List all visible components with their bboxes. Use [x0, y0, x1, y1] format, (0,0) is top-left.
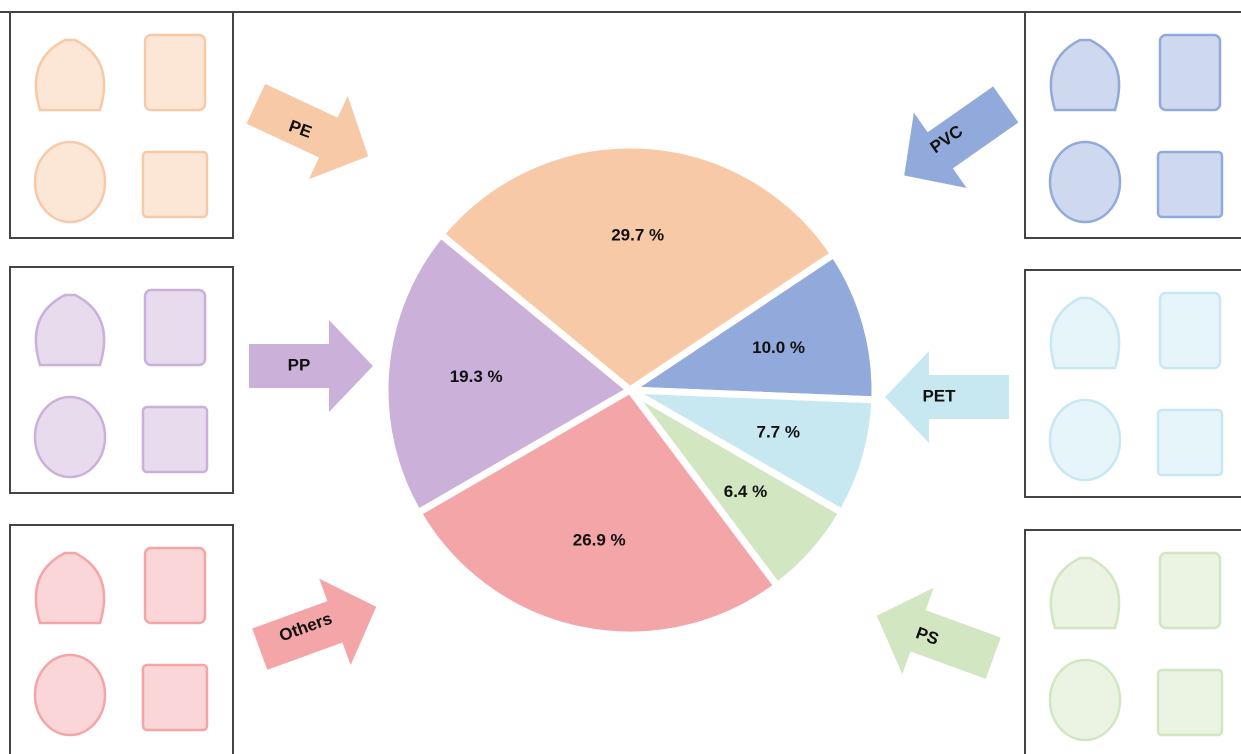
- icon-box: [9, 11, 234, 239]
- icons: [33, 288, 209, 479]
- icon: [141, 150, 209, 219]
- icon: [141, 405, 209, 474]
- slice-label: 10.0 %: [752, 338, 805, 357]
- icon-box: [9, 524, 234, 754]
- slice-label: 6.4 %: [724, 482, 767, 501]
- icon: [34, 551, 106, 625]
- icon: [1049, 296, 1121, 370]
- slice-label: 29.7 %: [611, 225, 664, 244]
- pie-slice: [381, 230, 634, 517]
- icon-box: [1024, 269, 1241, 498]
- pie-slice: [414, 386, 781, 639]
- arrow: [904, 86, 1019, 189]
- icons: [1048, 291, 1224, 482]
- icon: [1156, 408, 1224, 477]
- icons: [33, 33, 209, 224]
- icon: [1158, 551, 1222, 630]
- icons: [1048, 551, 1224, 742]
- pie-slice: [626, 386, 879, 517]
- arrow: [252, 578, 377, 670]
- slice-label: 7.7 %: [756, 422, 799, 441]
- icon: [143, 33, 207, 112]
- slice-label: 19.3 %: [450, 367, 503, 386]
- icon: [143, 546, 207, 625]
- icon: [1156, 150, 1224, 219]
- icon: [33, 395, 107, 479]
- icon: [1048, 658, 1122, 742]
- arrow-label: PP: [288, 355, 311, 374]
- icon: [1048, 398, 1122, 482]
- pie-slice: [626, 250, 879, 404]
- icon: [1049, 556, 1121, 630]
- icon: [143, 288, 207, 367]
- arrow: [249, 320, 373, 412]
- icon: [1158, 33, 1222, 112]
- arrow: [876, 587, 1001, 679]
- pie-slice: [437, 141, 838, 394]
- icons: [33, 546, 209, 737]
- icon-box: [1024, 529, 1241, 754]
- icon-box: [1024, 11, 1241, 239]
- arrow: [885, 351, 1009, 443]
- icon: [1048, 140, 1122, 224]
- slice-label: 26.9 %: [573, 531, 626, 550]
- arrow-label: PET: [922, 386, 956, 405]
- arrow: [246, 83, 369, 180]
- icon: [1156, 668, 1224, 737]
- icon: [141, 663, 209, 732]
- icon: [1049, 38, 1121, 112]
- icon: [34, 38, 106, 112]
- icon: [34, 293, 106, 367]
- icon: [33, 140, 107, 224]
- icon: [1158, 291, 1222, 370]
- icon: [33, 653, 107, 737]
- icons: [1048, 33, 1224, 224]
- icon-box: [9, 266, 234, 494]
- frames: [0, 11, 1241, 754]
